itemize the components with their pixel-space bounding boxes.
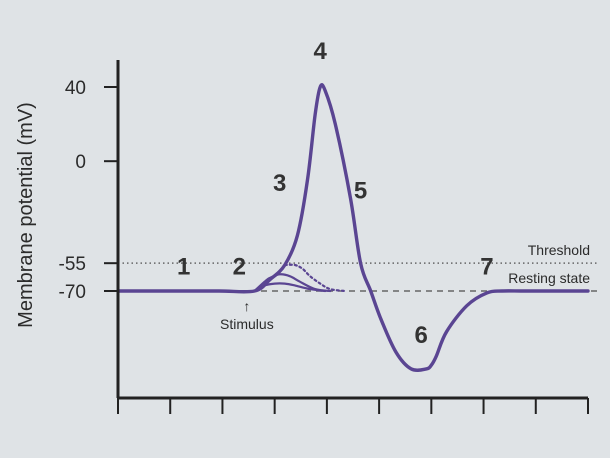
y-axis-label: Membrane potential (mV) — [15, 102, 37, 328]
stimulus-arrow: ↑ — [243, 298, 250, 314]
y-tick-label-3: -70 — [59, 282, 86, 303]
phase-label-2: 2 — [233, 253, 246, 280]
phase-label-6: 6 — [415, 322, 428, 349]
phase-label-3: 3 — [273, 170, 286, 197]
series-line-3 — [253, 282, 327, 293]
series-group — [116, 83, 590, 372]
phase-label-7: 7 — [480, 253, 493, 280]
phase-label-5: 5 — [354, 177, 367, 204]
y-tick-label-1: 0 — [75, 152, 86, 173]
y-tick-label-0: 40 — [65, 78, 86, 99]
reference-line-label-0: Threshold — [528, 242, 590, 258]
y-tick-label-2: -55 — [59, 254, 86, 275]
phase-label-4: 4 — [313, 38, 327, 65]
series-line-0 — [116, 83, 590, 372]
reference-line-label-1: Resting state — [508, 270, 590, 286]
series-line-1 — [283, 263, 347, 293]
stimulus-label: Stimulus — [220, 316, 274, 332]
labels: 1 2 3 4 5 6 7 ↑ Stimulus — [177, 38, 494, 349]
phase-label-1: 1 — [177, 253, 190, 280]
axes: 40 0 -55 -70 — [59, 60, 589, 414]
